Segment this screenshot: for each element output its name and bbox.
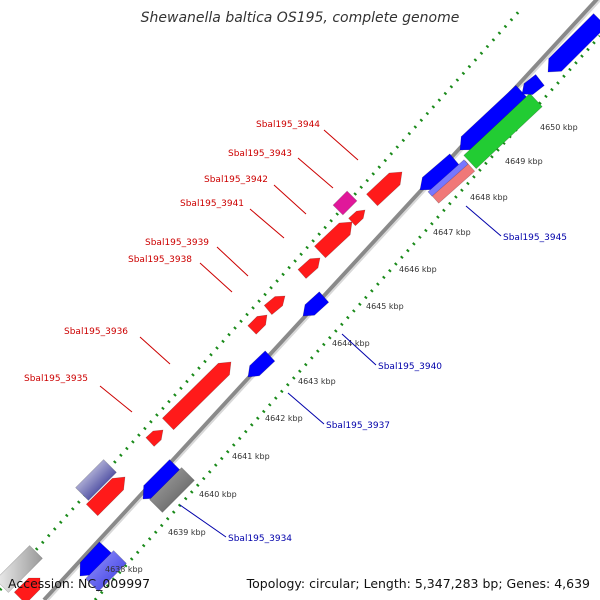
- gene-sbal195-3940[interactable]: [302, 291, 330, 317]
- kbp-tick-label: 4643 kbp: [298, 377, 336, 386]
- gene-fwd-lower-2[interactable]: [13, 577, 41, 600]
- kbp-tick-label: 4646 kbp: [399, 265, 437, 274]
- gene-rev-top-1[interactable]: [521, 74, 545, 95]
- gene-rev-lower-1[interactable]: [79, 541, 114, 577]
- reverse-label-leader: [465, 205, 502, 237]
- forward-gene-label[interactable]: Sbal195_3935: [24, 374, 88, 384]
- gene-sbal195-3944[interactable]: [366, 171, 403, 207]
- forward-gene-label[interactable]: Sbal195_3941: [180, 199, 244, 209]
- forward-label-leader: [273, 184, 307, 215]
- kbp-tick-label: 4648 kbp: [470, 193, 508, 202]
- forward-label-leader: [323, 129, 359, 161]
- forward-label-leader: [199, 262, 233, 293]
- gene-sbal195-3941[interactable]: [297, 257, 321, 279]
- forward-gene-label[interactable]: Sbal195_3936: [64, 327, 128, 337]
- kbp-tick-label: 4650 kbp: [540, 123, 578, 132]
- kbp-tick-label: 4642 kbp: [265, 414, 303, 423]
- gene-rev-4647[interactable]: [419, 153, 461, 191]
- gene-fwd-lower-1[interactable]: [85, 476, 126, 517]
- gene-pink-small[interactable]: [332, 190, 358, 216]
- gene-sbal195-3942[interactable]: [314, 221, 353, 259]
- kbp-tick-label: 4644 kbp: [332, 339, 370, 348]
- kbp-tick-label: 4640 kbp: [199, 490, 237, 499]
- forward-label-leader: [297, 157, 334, 189]
- gene-sbal195-3945[interactable]: [428, 160, 476, 204]
- kbp-tick-label: 4645 kbp: [366, 302, 404, 311]
- accession-text: Accession: NC_009997: [8, 576, 151, 591]
- forward-gene-label[interactable]: Sbal195_3938: [128, 255, 192, 265]
- kbp-tick-label: 4649 kbp: [505, 157, 543, 166]
- reverse-label-leader: [287, 392, 325, 425]
- gene-sbal195-3937[interactable]: [247, 350, 276, 378]
- forward-label-leader: [249, 208, 285, 239]
- gene-sbal195-3938[interactable]: [247, 314, 268, 335]
- reverse-label-leader: [179, 504, 227, 538]
- forward-gene-label[interactable]: Sbal195_3944: [256, 120, 320, 130]
- reverse-gene-label[interactable]: Sbal195_3940: [378, 362, 442, 372]
- gene-dark-gray[interactable]: [149, 467, 195, 513]
- gene-gray-light[interactable]: [0, 545, 43, 593]
- map-title: Shewanella baltica OS195, complete genom…: [140, 10, 460, 26]
- gene-sbal195-3936[interactable]: [161, 361, 232, 431]
- forward-label-leader: [99, 385, 133, 413]
- kbp-tick-label: 4639 kbp: [168, 528, 206, 537]
- reverse-gene-label[interactable]: Sbal195_3934: [228, 534, 292, 544]
- forward-gene-label[interactable]: Sbal195_3942: [204, 175, 268, 185]
- gene-sbal195-3945-overlay[interactable]: [427, 159, 469, 197]
- forward-label-leader: [216, 246, 249, 277]
- gene-rev-top-2[interactable]: [547, 13, 600, 73]
- reverse-label-leader: [341, 333, 377, 366]
- kbp-tick-label: 4638 kbp: [105, 565, 143, 574]
- gene-sbal195-3939[interactable]: [263, 295, 286, 316]
- gene-navy[interactable]: [75, 459, 117, 501]
- forward-label-leader: [139, 336, 171, 365]
- genome-summary-text: Topology: circular; Length: 5,347,283 bp…: [246, 576, 590, 591]
- gene-sbal195-3943[interactable]: [348, 209, 366, 227]
- reverse-gene-label[interactable]: Sbal195_3945: [503, 233, 567, 243]
- forward-gene-label[interactable]: Sbal195_3943: [228, 149, 292, 159]
- forward-tick-track: [0, 6, 524, 592]
- gene-rev-4650[interactable]: [459, 84, 529, 151]
- gene-rev-lower-2[interactable]: [85, 550, 127, 592]
- kbp-tick-label: 4647 kbp: [433, 228, 471, 237]
- gene-sbal195-3935[interactable]: [145, 429, 164, 447]
- kbp-tick-label: 4641 kbp: [232, 452, 270, 461]
- reverse-gene-label[interactable]: Sbal195_3937: [326, 421, 390, 431]
- forward-gene-label[interactable]: Sbal195_3939: [145, 238, 209, 248]
